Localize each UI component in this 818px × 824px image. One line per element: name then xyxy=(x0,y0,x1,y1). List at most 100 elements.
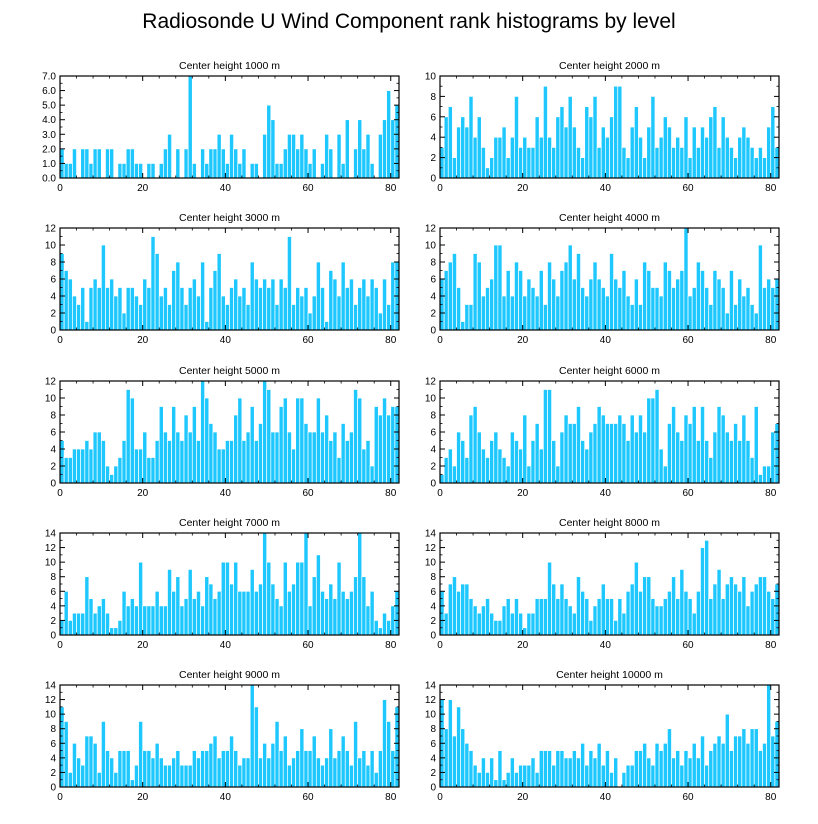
histogram-bar xyxy=(472,406,478,484)
histogram-bar xyxy=(262,133,268,179)
histogram-bar xyxy=(216,253,222,331)
histogram-bar xyxy=(534,295,540,331)
panel-8: Center height 8000 m 0 20 40 60 80 0 2 4 6 8 10 12 14 xyxy=(425,517,780,651)
histogram-bar xyxy=(753,728,759,788)
histogram-bar xyxy=(700,406,705,484)
y-tick-label: 0 xyxy=(430,631,436,642)
histogram-bar xyxy=(204,576,210,636)
y-tick-label: 10 xyxy=(45,710,57,721)
histogram-bar xyxy=(80,148,86,179)
histogram-bar xyxy=(315,554,321,636)
x-tick-label: 20 xyxy=(517,488,529,499)
x-tick-label: 80 xyxy=(385,335,397,346)
panel-10: Center height 10000 m 0 20 40 60 80 0 2 4 6 8 10 12 1… xyxy=(425,669,780,803)
histogram-bar xyxy=(216,590,222,636)
histogram-bar xyxy=(216,133,222,179)
histogram-bar xyxy=(150,236,156,331)
histogram-bar xyxy=(59,253,65,331)
histogram-bar xyxy=(282,735,288,788)
histogram-bar xyxy=(129,779,135,788)
histogram-bar xyxy=(109,474,115,484)
y-tick-label: 4 xyxy=(50,445,56,456)
histogram-bar xyxy=(464,742,470,788)
y-tick-label: 8 xyxy=(430,92,436,103)
x-tick-label: 0 xyxy=(437,488,443,499)
histogram-bar xyxy=(357,757,363,788)
histogram-bar xyxy=(613,85,619,179)
histogram-bar xyxy=(320,590,325,636)
histogram-bar xyxy=(253,440,259,484)
x-tick-label: 40 xyxy=(220,640,232,651)
histogram-bar xyxy=(526,278,532,331)
histogram-bar xyxy=(142,605,148,636)
histogram-bar xyxy=(757,147,763,179)
histogram-bar xyxy=(237,295,243,331)
histogram-bar xyxy=(365,440,371,484)
panel-1: Center height 1000 m 0 20 40 60 80 0.0 1.0 2.0 3.… xyxy=(42,60,400,194)
histogram-bar xyxy=(386,721,392,788)
histogram-bar xyxy=(125,148,131,179)
histogram-bar xyxy=(105,148,110,179)
histogram-bar xyxy=(357,397,363,484)
histogram-bar xyxy=(522,764,528,788)
y-tick-label: 8 xyxy=(50,258,56,269)
histogram-bar xyxy=(555,750,561,788)
histogram-bar xyxy=(563,598,569,636)
histogram-bar xyxy=(501,457,507,484)
histogram-bar xyxy=(567,605,573,636)
histogram-bar xyxy=(249,163,255,179)
histogram-bar xyxy=(646,576,652,636)
histogram-bar xyxy=(456,590,462,636)
histogram-bar xyxy=(762,576,767,636)
histogram-bar xyxy=(600,126,606,179)
histogram-bar xyxy=(266,389,272,484)
histogram-bar xyxy=(683,227,689,331)
histogram-bar xyxy=(485,772,490,788)
y-tick-label: 0 xyxy=(430,326,436,337)
histogram-bar xyxy=(625,295,631,331)
panel-4: Center height 4000 m 0 20 40 60 80 0 2 4 6 8 10 12 xyxy=(425,212,780,346)
histogram-bar xyxy=(737,735,743,788)
histogram-bar xyxy=(183,304,189,331)
histogram-bar xyxy=(320,764,325,788)
histogram-bar xyxy=(671,147,676,179)
histogram-bar xyxy=(96,148,102,179)
histogram-bar xyxy=(287,590,292,636)
histogram-bar xyxy=(187,569,193,636)
histogram-bar xyxy=(770,598,776,636)
histogram-bar xyxy=(613,620,619,636)
histogram-bar xyxy=(509,431,515,484)
histogram-bar xyxy=(344,119,350,179)
histogram-bar xyxy=(266,561,272,636)
histogram-bar xyxy=(757,750,763,788)
histogram-bar xyxy=(704,136,710,179)
histogram-bar xyxy=(518,764,524,788)
histogram-bar xyxy=(567,244,573,331)
histogram-bar xyxy=(580,590,586,636)
histogram-bar xyxy=(386,620,392,636)
histogram-bar xyxy=(646,126,652,179)
histogram-bar xyxy=(253,163,259,179)
histogram-bar xyxy=(121,750,127,788)
histogram-bar xyxy=(456,126,462,179)
histogram-bar xyxy=(369,278,375,331)
y-tick-label: 0.0 xyxy=(42,174,56,185)
histogram-bar xyxy=(538,598,544,636)
histogram-bar xyxy=(522,414,528,484)
histogram-bar xyxy=(600,414,606,484)
histogram-bar xyxy=(613,757,619,788)
histogram-bar xyxy=(729,750,734,788)
histogram-bar xyxy=(295,397,301,484)
histogram-bar xyxy=(105,750,110,788)
histogram-bar xyxy=(299,397,305,484)
histogram-bar xyxy=(245,304,251,331)
y-tick-label: 0 xyxy=(50,479,56,490)
histogram-bar xyxy=(708,304,714,331)
histogram-bar xyxy=(208,742,214,788)
histogram-bar xyxy=(258,423,263,484)
histogram-bar xyxy=(476,612,482,636)
histogram-bar xyxy=(538,448,544,484)
histogram-bar xyxy=(737,278,743,331)
histogram-bar xyxy=(307,605,313,636)
histogram-bar xyxy=(530,440,536,484)
